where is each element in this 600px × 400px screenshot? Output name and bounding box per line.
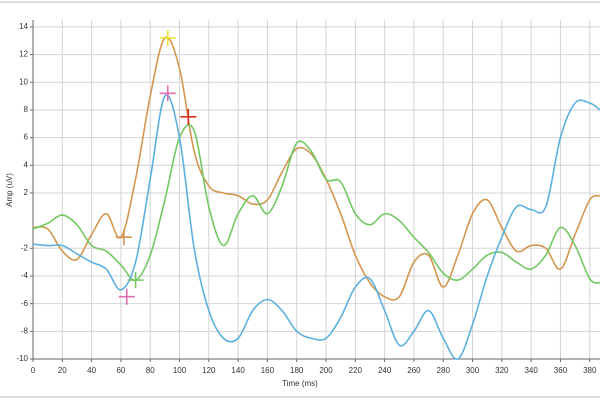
x-tick-label: 240 <box>378 366 392 375</box>
peak-marker <box>118 288 135 305</box>
x-tick-label: 140 <box>231 366 245 375</box>
y-tick-label: -10 <box>16 354 28 363</box>
x-tick-label: 200 <box>319 366 333 375</box>
x-tick-label: 40 <box>87 366 96 375</box>
y-tick-label: 12 <box>19 50 28 59</box>
y-tick-label: -4 <box>21 271 29 280</box>
peak-marker <box>159 85 176 102</box>
x-tick-label: 300 <box>466 366 480 375</box>
y-tick-label: -6 <box>21 299 29 308</box>
y-tick-label: 6 <box>24 133 29 142</box>
peak-marker <box>180 108 197 125</box>
peak-marker <box>127 272 144 289</box>
x-tick-label: 220 <box>349 366 363 375</box>
y-tick-label: 14 <box>19 22 28 31</box>
x-tick-label: 80 <box>146 366 155 375</box>
x-tick-label: 120 <box>202 366 216 375</box>
y-tick-label: -8 <box>21 326 29 335</box>
x-tick-label: 20 <box>58 366 67 375</box>
line-series <box>32 123 600 284</box>
x-tick-label: 100 <box>173 366 187 375</box>
y-tick-label: 4 <box>24 160 29 169</box>
x-tick-label: 380 <box>583 366 597 375</box>
x-tick-label: 320 <box>495 366 509 375</box>
y-tick-label: -2 <box>21 243 29 252</box>
x-tick-label: 340 <box>524 366 538 375</box>
x-tick-label: 180 <box>290 366 304 375</box>
x-tick-label: 260 <box>407 366 421 375</box>
y-axis-label: Amp (uV) <box>5 173 14 207</box>
x-axis-label: Time (ms) <box>282 379 318 388</box>
peak-marker <box>159 29 176 46</box>
y-tick-label: 8 <box>24 105 29 114</box>
x-tick-label: 60 <box>116 366 125 375</box>
x-tick-label: 360 <box>554 366 568 375</box>
y-tick-label: 10 <box>19 77 28 86</box>
x-tick-label: 160 <box>261 366 275 375</box>
x-tick-label: 280 <box>437 366 451 375</box>
peak-marker <box>115 229 132 246</box>
line-series <box>32 94 600 360</box>
y-tick-label: 2 <box>24 188 29 197</box>
x-tick-label: 0 <box>31 366 36 375</box>
